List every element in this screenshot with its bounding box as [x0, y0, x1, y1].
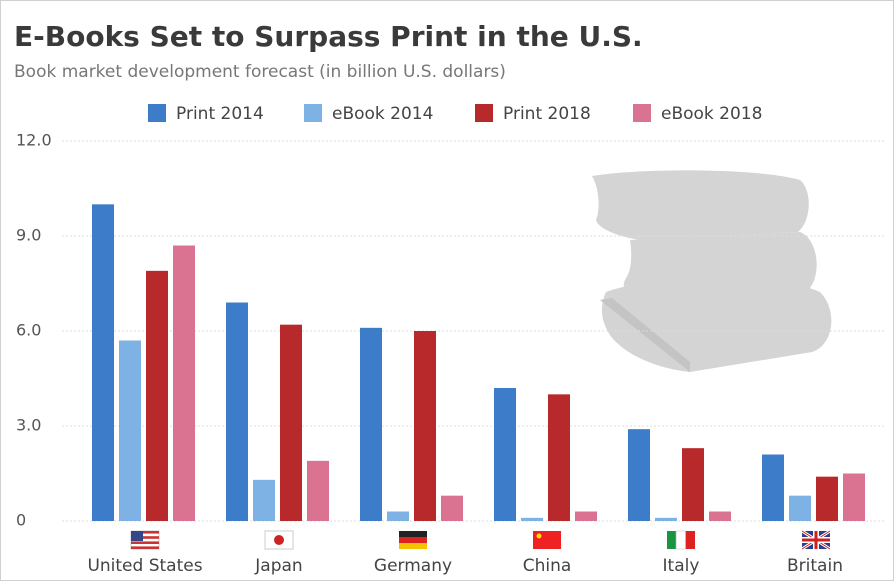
legend-swatch: [148, 104, 166, 122]
y-tick-label: 12.0: [16, 131, 52, 150]
bar: [226, 302, 248, 521]
chart-subtitle: Book market development forecast (in bil…: [14, 62, 506, 82]
x-tick-label: Germany: [374, 556, 452, 576]
bar: [414, 331, 436, 521]
legend-label: eBook 2018: [661, 104, 762, 124]
bar: [521, 517, 543, 521]
flag: [801, 529, 831, 551]
bar: [119, 340, 141, 521]
legend-swatch: [304, 104, 322, 122]
flag: [130, 530, 160, 550]
x-tick-label: Japan: [254, 556, 302, 576]
x-tick-label: Italy: [663, 556, 700, 576]
flag: [264, 530, 294, 550]
y-tick-label: 0: [16, 511, 26, 530]
x-tick-label: China: [523, 556, 572, 576]
legend-label: eBook 2014: [332, 104, 433, 124]
flag: [399, 531, 427, 549]
bar: [280, 324, 302, 521]
chart-title: E-Books Set to Surpass Print in the U.S.: [14, 20, 643, 53]
legend-swatch: [633, 104, 651, 122]
books-illustration: [592, 170, 832, 372]
bar: [762, 454, 784, 521]
bar: [307, 460, 329, 521]
x-tick-label: United States: [87, 556, 202, 576]
bar: [360, 327, 382, 521]
flags: [130, 529, 831, 551]
bar: [146, 270, 168, 521]
x-tick-label: Britain: [787, 556, 843, 576]
bar: [548, 394, 570, 521]
legend-label: Print 2014: [176, 104, 264, 124]
bar: [92, 204, 114, 522]
flag: [667, 530, 695, 550]
bar: [575, 511, 597, 521]
bar: [441, 495, 463, 521]
bar: [387, 511, 409, 521]
bar: [655, 517, 677, 521]
bar: [816, 476, 838, 521]
bar: [789, 495, 811, 521]
bar: [843, 473, 865, 521]
y-tick-label: 9.0: [16, 226, 41, 245]
legend-label: Print 2018: [503, 104, 591, 124]
legend-swatch: [475, 104, 493, 122]
bar: [494, 388, 516, 521]
y-tick-label: 6.0: [16, 321, 41, 340]
y-tick-label: 3.0: [16, 416, 41, 435]
bar: [173, 245, 195, 521]
bar: [253, 479, 275, 521]
bar: [628, 429, 650, 521]
flag: [533, 531, 561, 549]
bar: [709, 511, 731, 521]
bar: [682, 448, 704, 521]
